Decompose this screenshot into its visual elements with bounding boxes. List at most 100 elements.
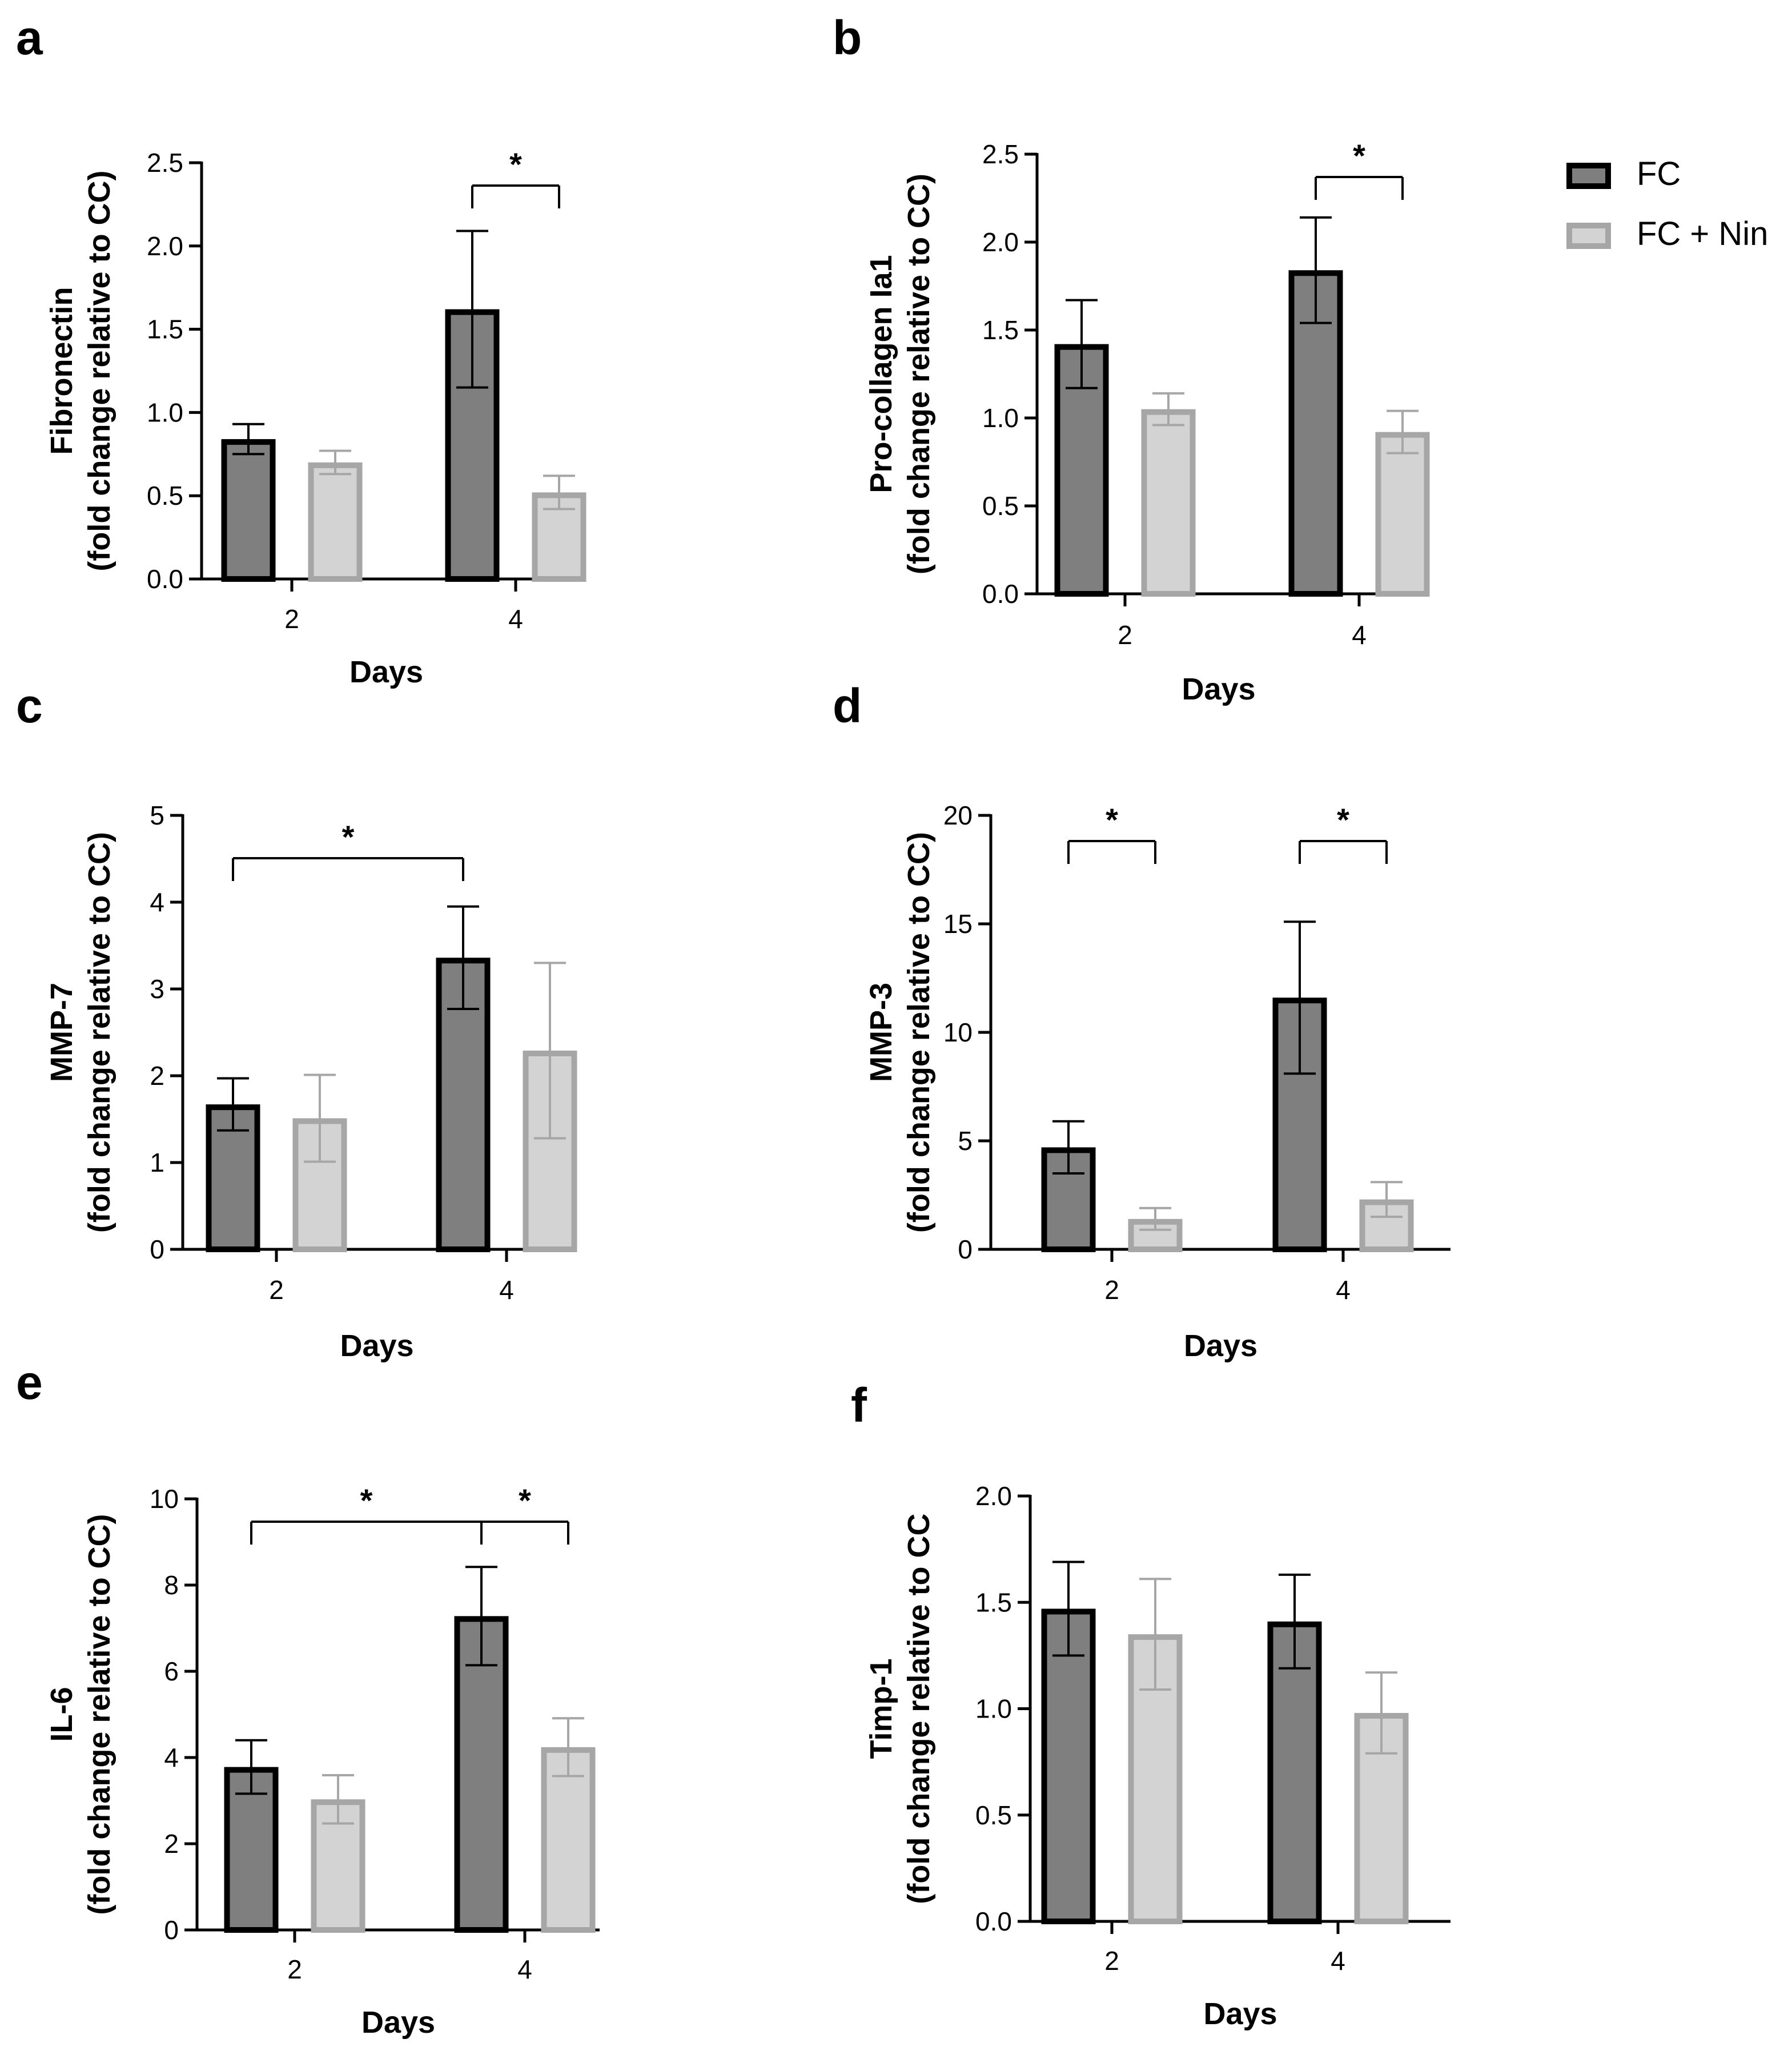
bar-fc <box>1272 998 1327 1252</box>
y-axis-label-line: (fold change relative to CC) <box>902 174 936 574</box>
y-tick-label: 0.0 <box>982 579 1019 609</box>
y-tick-label: 1.5 <box>982 315 1019 345</box>
y-tick-label: 2 <box>164 1829 179 1859</box>
bar-fc <box>1288 270 1343 597</box>
y-tick-label: 1 <box>150 1148 164 1177</box>
panel-letter: b <box>833 11 862 65</box>
significance-bracket: * <box>1067 802 1156 864</box>
y-tick-label: 1.0 <box>147 397 183 427</box>
y-axis-label-line: (fold change relative to CC) <box>82 832 116 1233</box>
x-tick-label: 4 <box>1336 1275 1351 1305</box>
legend-label: FC + Nin <box>1637 215 1768 252</box>
panel-b: b 0.0 0.5 1.0 1.5 2.0 2.5 2 4 * Days Pro-collagen I… <box>833 11 1430 706</box>
y-tick-label: 0.5 <box>975 1800 1012 1830</box>
y-tick-label: 15 <box>943 909 973 939</box>
panel-letter: a <box>16 11 43 65</box>
bar-fc-nin <box>1141 409 1196 597</box>
significance-star: * <box>509 146 522 182</box>
y-tick-label: 1.0 <box>975 1694 1012 1724</box>
legend-item: FC + Nin <box>1566 215 1768 252</box>
y-tick-label: 8 <box>164 1570 179 1600</box>
significance-star: * <box>342 819 355 855</box>
significance-bracket: * <box>1299 802 1388 864</box>
x-tick-label: 2 <box>1104 1275 1119 1305</box>
panel-c: c 0 1 2 3 4 5 2 4 * Days MMP-7 (fold change relative… <box>16 679 577 1363</box>
y-tick-label: 5 <box>150 801 164 830</box>
x-axis-label: Days <box>361 2005 435 2040</box>
y-tick-label: 1.5 <box>147 315 183 344</box>
y-axis-label: Pro-collagen Ia1 (fold change relative to… <box>864 174 936 574</box>
significance-bracket: * <box>1315 138 1404 200</box>
significance-star: * <box>1353 138 1365 174</box>
significance-star: * <box>1337 802 1349 838</box>
y-tick-label: 2.0 <box>147 231 183 261</box>
y-axis-label-line: Timp-1 <box>864 1658 898 1759</box>
y-axis-label-line: MMP-7 <box>45 983 79 1082</box>
bar-fc <box>221 439 276 582</box>
panel-letter: e <box>16 1356 43 1409</box>
y-tick-label: 0.5 <box>982 491 1019 521</box>
x-axis-label: Days <box>340 1329 413 1363</box>
y-tick-label: 2.0 <box>982 227 1019 257</box>
legend: FC FC + Nin <box>1566 155 1768 252</box>
y-tick-label: 0 <box>958 1234 973 1264</box>
y-axis-label: Timp-1 (fold change relative to CC <box>864 1513 936 1904</box>
x-tick-label: 4 <box>1352 620 1367 650</box>
y-tick-label: 2.0 <box>975 1481 1012 1511</box>
bar-fc-nin <box>308 462 363 582</box>
significance-bracket: * <box>250 1482 483 1545</box>
x-axis-label: Days <box>349 655 423 689</box>
y-tick-label: 0.0 <box>975 1907 1012 1936</box>
y-axis-label-line: MMP-3 <box>864 983 898 1082</box>
panel-f: f 0.0 0.5 1.0 1.5 2.0 2 4 Days Timp-1 (fold change… <box>851 1378 1451 2031</box>
y-tick-label: 6 <box>164 1656 179 1686</box>
legend-swatch <box>1566 223 1611 249</box>
significance-bracket: * <box>471 146 560 208</box>
x-axis-label: Days <box>1182 672 1255 706</box>
y-tick-label: 0 <box>164 1915 179 1945</box>
y-axis-label-line: IL-6 <box>45 1687 79 1742</box>
bar-fc <box>445 309 500 582</box>
y-axis-label: MMP-7 (fold change relative to CC) <box>45 832 116 1233</box>
y-axis-label-line: Pro-collagen Ia1 <box>864 255 898 493</box>
y-tick-label: 3 <box>150 974 164 1004</box>
significance-star: * <box>360 1482 373 1518</box>
x-tick-label: 2 <box>287 1955 302 1984</box>
legend-swatch <box>1566 163 1611 189</box>
y-tick-label: 0 <box>150 1234 164 1264</box>
y-tick-label: 2 <box>150 1061 164 1091</box>
y-axis-label: IL-6 (fold change relative to CC) <box>45 1514 116 1915</box>
bar-fc <box>1041 1608 1096 1925</box>
panel-a: a 0.0 0.5 1.0 1.5 2.0 2.5 2 4 * Days Fibronectin (fo… <box>16 11 586 689</box>
y-tick-label: 5 <box>958 1126 973 1156</box>
x-tick-label: 2 <box>1104 1946 1119 1976</box>
y-axis-label: Fibronectin (fold change relative to CC) <box>45 170 116 571</box>
x-tick-label: 4 <box>517 1955 532 1984</box>
significance-bracket: * <box>232 819 464 881</box>
x-tick-label: 4 <box>499 1275 514 1305</box>
x-tick-label: 4 <box>1331 1946 1345 1976</box>
panel-e: e 0 2 4 6 8 10 2 4 * * Days IL-6 (fold change relativ… <box>16 1356 600 2040</box>
legend-item: FC <box>1566 155 1681 192</box>
y-tick-label: 4 <box>164 1743 179 1772</box>
y-tick-label: 0.0 <box>147 564 183 594</box>
panel-d: d 0 5 10 15 20 2 4 * * Days MMP-3 (fold change relat… <box>833 679 1451 1363</box>
y-axis-label-line: (fold change relative to CC) <box>902 832 936 1233</box>
x-axis-label: Days <box>1203 1997 1277 2031</box>
y-tick-label: 10 <box>943 1018 973 1047</box>
bar-fc-nin <box>1375 432 1430 597</box>
y-tick-label: 20 <box>943 801 973 830</box>
x-tick-label: 2 <box>1118 620 1132 650</box>
significance-star: * <box>1106 802 1118 838</box>
panel-letter: f <box>851 1378 867 1432</box>
y-tick-label: 4 <box>150 887 164 917</box>
panel-letter: d <box>833 679 862 733</box>
y-tick-label: 1.0 <box>982 403 1019 433</box>
y-axis-label-line: (fold change relative to CC) <box>82 1514 116 1915</box>
x-axis-label: Days <box>1184 1329 1257 1363</box>
panel-letter: c <box>16 679 43 733</box>
y-tick-label: 0.5 <box>147 481 183 510</box>
x-tick-label: 4 <box>508 604 523 634</box>
y-axis-label: MMP-3 (fold change relative to CC) <box>864 832 936 1233</box>
